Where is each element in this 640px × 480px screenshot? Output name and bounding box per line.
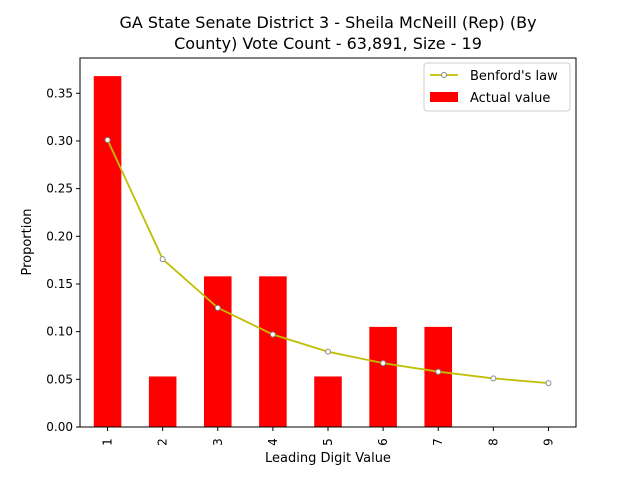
x-tick-label-6: 6 <box>376 438 390 446</box>
x-tick-label-3: 3 <box>211 438 225 446</box>
benford-point-4 <box>269 331 276 338</box>
y-tick-label-2: 0.10 <box>46 325 73 339</box>
bar-actual-5 <box>314 376 342 427</box>
chart-title-line-2: County) Vote Count - 63,891, Size - 19 <box>174 34 482 53</box>
legend-label-actual: Actual value <box>470 91 550 106</box>
bar-actual-6 <box>369 326 397 427</box>
x-tick-label-2: 2 <box>156 438 170 446</box>
y-tick-label-5: 0.25 <box>46 182 73 196</box>
plot-frame <box>79 57 577 428</box>
plot-area: 0.00 0.05 0.10 0.15 0.20 0.25 0.30 0.35 1 2 3 4 5 6 7 8… <box>46 76 555 446</box>
benford-line <box>106 139 549 384</box>
x-tick-label-9: 9 <box>541 438 555 446</box>
y-tick-label-0: 0.00 <box>46 420 73 434</box>
benford-point-7 <box>435 368 442 375</box>
legend-box <box>423 62 571 112</box>
y-tick-label-7: 0.35 <box>46 86 73 100</box>
legend-bar-swatch <box>430 92 458 102</box>
y-axis-label: Proportion <box>20 208 35 275</box>
bar-actual-7 <box>424 326 452 427</box>
x-tick-label-4: 4 <box>266 438 280 446</box>
benford-point-1 <box>104 137 111 143</box>
x-tick-label-1: 1 <box>101 438 115 446</box>
bar-actual-2 <box>148 376 177 427</box>
legend-label-benford: Benford's law <box>470 69 558 84</box>
benford-point-3 <box>214 304 221 311</box>
benford-point-5 <box>325 348 331 355</box>
bar-actual-3 <box>204 276 232 427</box>
x-axis-label: Leading Digit Value <box>265 451 391 466</box>
x-tick-label-7: 7 <box>431 438 445 446</box>
legend: Benford's law Actual value <box>423 62 571 112</box>
y-tick-label-6: 0.30 <box>46 134 73 148</box>
x-tick-label-8: 8 <box>486 438 500 446</box>
x-tick-label-5: 5 <box>321 438 335 446</box>
benford-point-8 <box>490 375 497 382</box>
benford-point-9 <box>545 380 552 387</box>
benford-point-2 <box>159 256 166 263</box>
bar-actual-1 <box>93 76 122 428</box>
y-tick-label-1: 0.05 <box>46 372 73 386</box>
chart-title-line-1: GA State Senate District 3 - Sheila McNe… <box>119 13 536 32</box>
bar-actual-4 <box>259 276 287 427</box>
benford-point-6 <box>380 360 387 367</box>
y-tick-label-3: 0.15 <box>46 277 73 291</box>
y-tick-label-4: 0.20 <box>46 229 73 243</box>
legend-line-marker <box>441 72 447 78</box>
